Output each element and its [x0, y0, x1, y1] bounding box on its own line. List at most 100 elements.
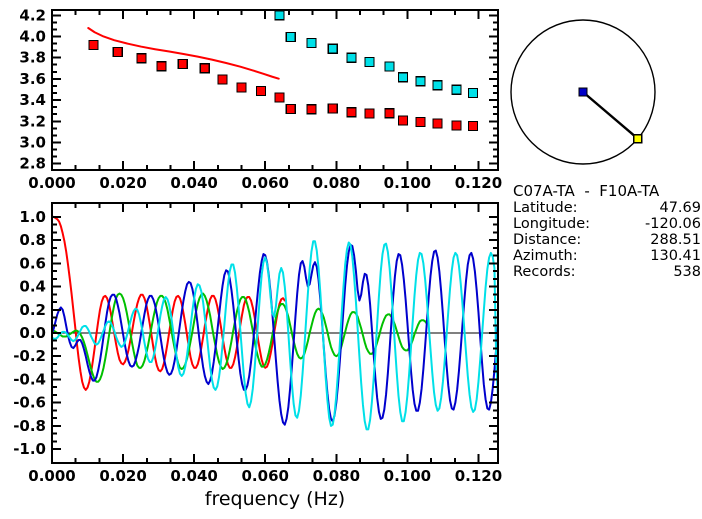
data-point-marker: [236, 82, 247, 93]
series-red-reference-curve: [87, 27, 280, 80]
cross-correlation-plot[interactable]: -1.0 -0.8 -0.6 -0.4 -0.2 0.0 0.2 0.4 0.6 0.8 1.0 0.…: [13, 202, 502, 510]
data-point-marker: [199, 63, 210, 74]
data-point-marker: [398, 115, 409, 126]
x-tick-label: 0.040: [170, 174, 217, 192]
x-tick-label: 0.020: [99, 467, 146, 485]
y-tick-label: -1.0: [13, 440, 46, 458]
x-tick-label: 0.060: [242, 174, 289, 192]
station-info-row: Distance: 288.51: [513, 232, 701, 248]
station-info-value: 47.69: [659, 200, 701, 216]
y-tick-label: 0.4: [19, 278, 46, 296]
x-tick-label: 0.120: [455, 467, 502, 485]
station-marker-center[interactable]: [578, 87, 588, 97]
y-tick-label: -0.4: [13, 370, 46, 388]
station-info-row: Latitude: 47.69: [513, 200, 701, 216]
y-tick-label: 4.2: [19, 6, 46, 24]
y-tick-label: 0.8: [19, 231, 46, 249]
plot-data-area: [52, 215, 498, 431]
data-point-marker: [432, 118, 443, 129]
data-point-marker: [468, 120, 479, 132]
series-green-curve: [52, 292, 428, 383]
station-info-label: Longitude:: [513, 216, 591, 232]
azimuth-circle-diagram[interactable]: [510, 19, 656, 165]
data-point-marker: [88, 39, 99, 51]
x-tick-label: 0.060: [242, 467, 289, 485]
data-point-marker: [136, 53, 147, 64]
station-info-row: Azimuth: 130.41: [513, 248, 701, 264]
data-point-marker: [384, 108, 395, 119]
x-tick-label: 0.000: [28, 467, 75, 485]
y-tick-label: -0.2: [13, 347, 46, 365]
data-point-marker: [285, 103, 296, 115]
data-point-marker: [327, 103, 338, 114]
x-axis-title: frequency (Hz): [205, 488, 345, 510]
series-cyan-squares: [274, 10, 479, 98]
data-point-marker: [432, 80, 443, 91]
dispersion-plot[interactable]: 2.8 3.0 3.2 3.4 3.6 3.8 4.0 4.2 0.000 0.020 0.040 0…: [19, 6, 502, 192]
station-info-value: -120.06: [645, 216, 701, 232]
x-tick-label: 0.000: [28, 174, 75, 192]
station-info-value: 538: [673, 264, 701, 280]
station-marker-edge[interactable]: [633, 133, 643, 144]
y-tick-label: 3.0: [19, 133, 46, 151]
data-point-marker: [112, 46, 123, 57]
data-point-marker: [384, 61, 395, 72]
data-point-marker: [274, 92, 285, 103]
station-pair-title: C07A-TA - F10A-TA: [513, 182, 660, 200]
y-tick-label: 0.6: [19, 254, 46, 272]
station-info-value: 288.51: [650, 232, 701, 248]
data-point-marker: [415, 117, 426, 128]
y-tick-label: 3.4: [19, 91, 46, 109]
data-point-marker: [451, 84, 462, 95]
y-tick-label: 3.8: [19, 49, 46, 67]
station-info-label: Azimuth:: [513, 248, 578, 264]
station-info-value: 130.41: [650, 248, 701, 264]
y-tick-label: 1.0: [19, 208, 46, 226]
series-blue-curve: [52, 243, 498, 426]
station-info-label: Distance:: [513, 232, 582, 248]
x-tick-label: 0.080: [313, 467, 360, 485]
y-tick-label: 3.2: [19, 112, 46, 130]
data-point-marker: [451, 120, 462, 131]
y-tick-label: 0.0: [19, 324, 46, 342]
data-point-marker: [364, 108, 375, 119]
station-info-row: Records: 538: [513, 264, 701, 280]
data-point-marker: [468, 87, 479, 98]
data-point-marker: [346, 107, 357, 118]
x-tick-label: 0.080: [313, 174, 360, 192]
azimuth-circle-outline: [510, 19, 656, 165]
data-point-marker: [285, 31, 296, 43]
x-tick-label: 0.120: [455, 174, 502, 192]
y-tick-label: 4.0: [19, 27, 46, 45]
data-point-marker: [415, 76, 426, 87]
y-tick-label: 3.6: [19, 70, 46, 88]
x-tick-label: 0.100: [384, 174, 431, 192]
data-point-marker: [306, 104, 317, 115]
x-tick-label: 0.040: [170, 467, 217, 485]
azimuth-ray: [582, 91, 639, 140]
series-red-squares: [88, 39, 479, 132]
data-point-marker: [217, 74, 228, 85]
station-info-label: Records:: [513, 264, 576, 280]
y-tick-label: 0.2: [19, 301, 46, 319]
y-tick-label: -0.6: [13, 394, 46, 412]
data-point-marker: [327, 43, 338, 54]
x-tick-label: 0.020: [99, 174, 146, 192]
station-info-rows: Latitude: 47.69 Longitude: -120.06 Distance:…: [513, 200, 701, 280]
data-point-marker: [346, 52, 357, 63]
data-point-marker: [306, 37, 317, 49]
station-info-panel: C07A-TA - F10A-TA Latitude: 47.69 Longitud…: [513, 182, 701, 280]
data-point-marker: [255, 85, 267, 97]
plot-data-area: [87, 10, 479, 132]
data-point-marker: [177, 58, 188, 70]
station-info-label: Latitude:: [513, 200, 578, 216]
x-tick-label: 0.100: [384, 467, 431, 485]
data-point-marker: [156, 61, 167, 72]
series-cyan-curve: [52, 240, 498, 431]
data-point-marker: [364, 57, 375, 68]
y-tick-label: 2.8: [19, 155, 46, 173]
station-info-row: Longitude: -120.06: [513, 216, 701, 232]
